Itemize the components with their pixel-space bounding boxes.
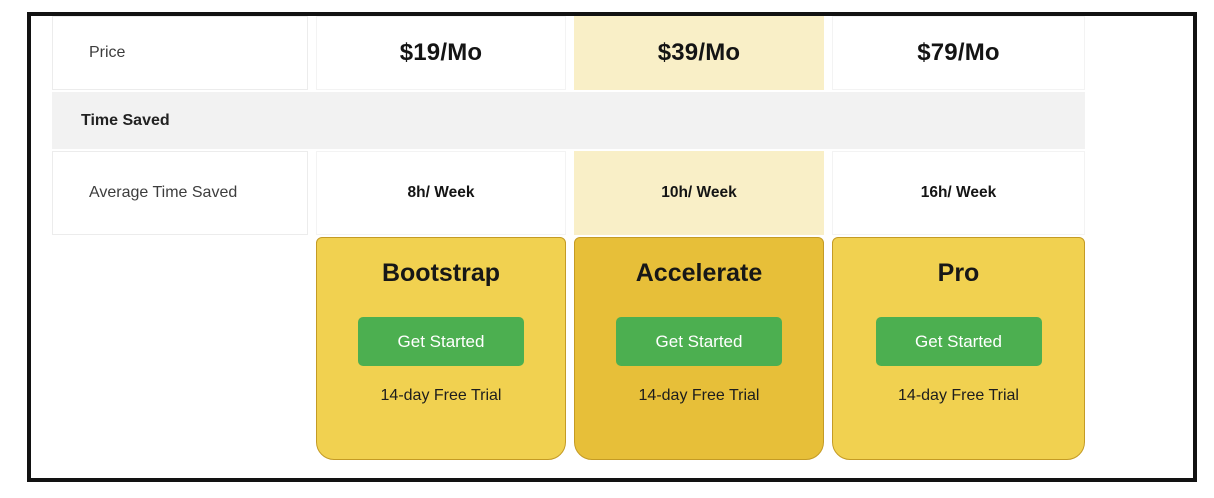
price-value: $19/Mo bbox=[399, 39, 483, 66]
card-row-spacer bbox=[52, 237, 308, 460]
avg-time-row-label: Average Time Saved bbox=[52, 151, 308, 235]
plan-card-bootstrap: Bootstrap Get Started 14-day Free Trial bbox=[316, 237, 566, 460]
get-started-button-bootstrap[interactable]: Get Started bbox=[358, 317, 524, 366]
pricing-grid: Price $19/Mo $39/Mo $79/Mo Time Saved Av… bbox=[52, 16, 1093, 460]
free-trial-label: 14-day Free Trial bbox=[898, 387, 1019, 404]
avg-time-cell-accelerate: 10h/ Week bbox=[574, 151, 824, 235]
section-header-time-saved: Time Saved bbox=[52, 92, 1085, 149]
price-value: $79/Mo bbox=[917, 39, 1000, 66]
price-cell-accelerate: $39/Mo bbox=[574, 16, 824, 90]
plan-card-accelerate: Accelerate Get Started 14-day Free Trial bbox=[574, 237, 824, 460]
free-trial-label: 14-day Free Trial bbox=[380, 387, 502, 404]
plan-name: Pro bbox=[937, 259, 980, 287]
avg-time-value: 8h/ Week bbox=[407, 184, 475, 201]
plan-card-pro: Pro Get Started 14-day Free Trial bbox=[832, 237, 1085, 460]
price-value: $39/Mo bbox=[657, 39, 741, 66]
get-started-button-pro[interactable]: Get Started bbox=[875, 317, 1042, 366]
free-trial-label: 14-day Free Trial bbox=[638, 387, 760, 404]
price-cell-pro: $79/Mo bbox=[832, 16, 1085, 90]
price-row-label: Price bbox=[52, 16, 308, 90]
get-started-button-accelerate[interactable]: Get Started bbox=[616, 317, 782, 366]
pricing-table-frame: Price $19/Mo $39/Mo $79/Mo Time Saved Av… bbox=[27, 12, 1197, 482]
price-cell-bootstrap: $19/Mo bbox=[316, 16, 566, 90]
plan-name: Bootstrap bbox=[381, 259, 501, 287]
avg-time-value: 16h/ Week bbox=[920, 184, 997, 201]
avg-time-cell-bootstrap: 8h/ Week bbox=[316, 151, 566, 235]
plan-name: Accelerate bbox=[635, 259, 763, 287]
avg-time-cell-pro: 16h/ Week bbox=[832, 151, 1085, 235]
avg-time-value: 10h/ Week bbox=[661, 184, 737, 201]
